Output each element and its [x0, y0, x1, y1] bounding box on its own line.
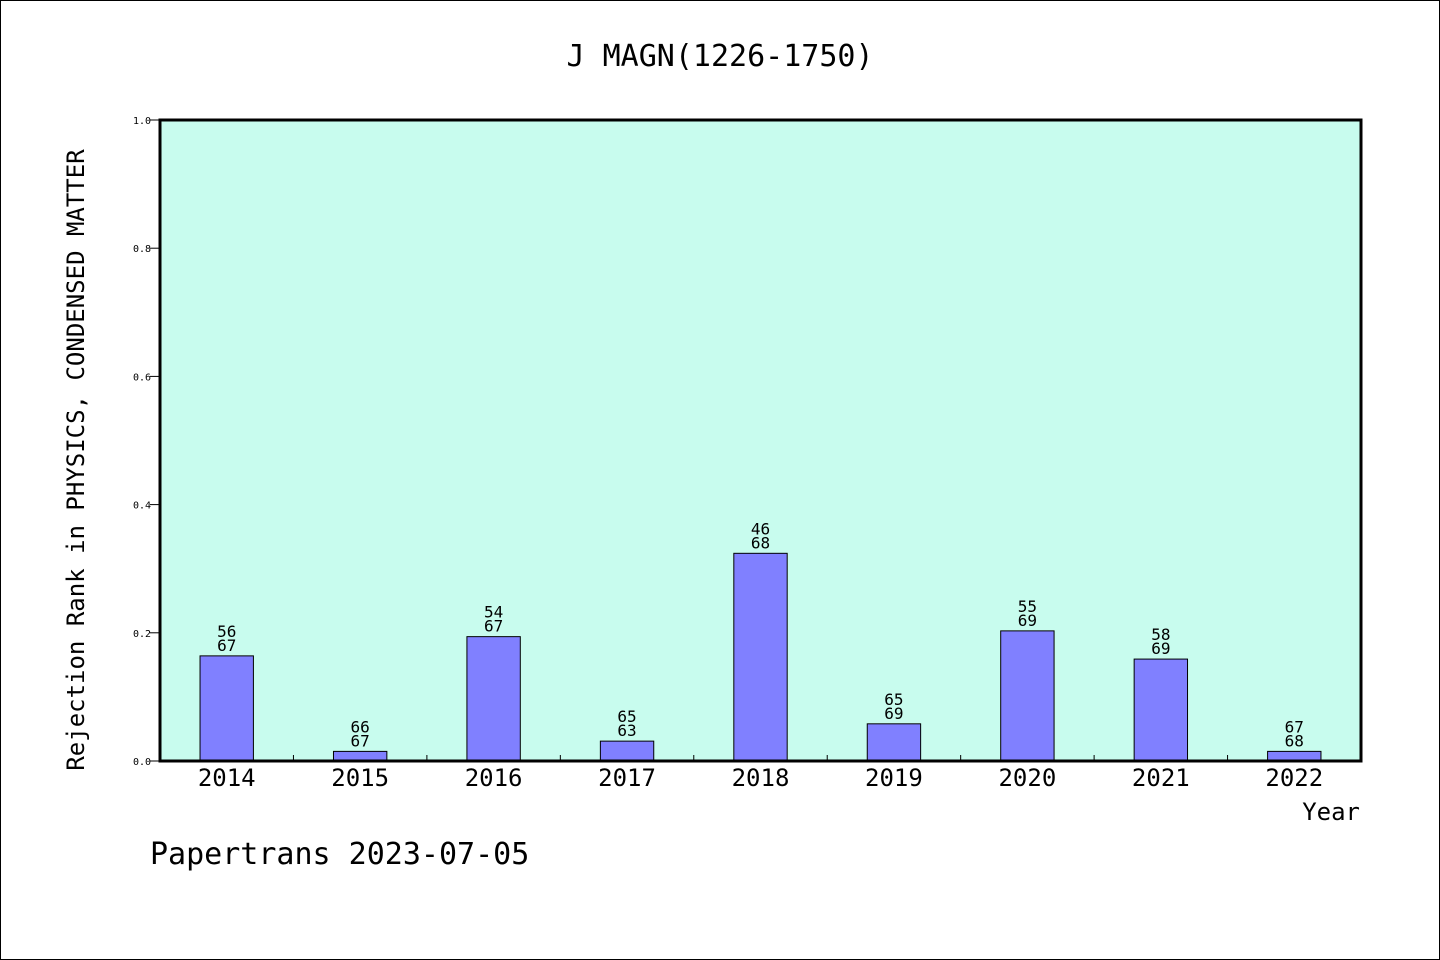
x-tick-label-2021: 2021 — [1132, 764, 1190, 792]
bar-label-top-2016: 54 — [484, 603, 503, 622]
bar-label-top-2017: 65 — [617, 707, 636, 726]
bar-label-bottom-2017: 63 — [617, 721, 636, 740]
y-axis-label: Rejection Rank in PHYSICS, CONDENSED MAT… — [62, 149, 90, 771]
bar-2014 — [199, 655, 254, 762]
bar-label-bottom-2019: 69 — [884, 704, 903, 723]
x-tick-label-2017: 2017 — [598, 764, 656, 792]
bar-label-top-2018: 46 — [751, 519, 770, 538]
bar-label-bottom-2014: 67 — [217, 636, 236, 655]
bar-label-bottom-2022: 68 — [1285, 731, 1304, 750]
y-tick-label-0.6: 0.6 — [133, 372, 151, 383]
y-tick-label-0.0: 0.0 — [133, 757, 151, 768]
bar-label-top-2014: 56 — [217, 622, 236, 641]
bar-label-bottom-2015: 67 — [351, 731, 370, 750]
bar-2017 — [599, 740, 655, 762]
plot-border — [158, 118, 1363, 763]
bar-label-top-2019: 65 — [884, 690, 903, 709]
bar-2018 — [733, 552, 788, 762]
x-tick-label-2014: 2014 — [198, 764, 256, 792]
x-axis-ticks: 2014 2015 2016 2017 2018 2019 2020 2021 2022 — [198, 755, 1323, 792]
y-tick-label-0.8: 0.8 — [133, 244, 151, 255]
x-tick-label-2016: 2016 — [465, 764, 523, 792]
chart-title: J MAGN(1226-1750) — [566, 39, 873, 74]
bar-label-bottom-2021: 69 — [1151, 639, 1170, 658]
bar-label-top-2022: 67 — [1285, 717, 1304, 736]
bar-2020 — [1000, 630, 1055, 762]
bar-label-bottom-2018: 68 — [751, 533, 770, 552]
y-tick-label-0.2: 0.2 — [133, 629, 151, 640]
bar-label-bottom-2020: 69 — [1018, 611, 1037, 630]
x-tick-label-2020: 2020 — [998, 764, 1056, 792]
bar-2021 — [1133, 658, 1189, 762]
y-tick-label-1.0: 1.0 — [133, 116, 151, 127]
bar-label-bottom-2016: 67 — [484, 617, 503, 636]
bar-2016 — [466, 636, 521, 762]
bar-label-top-2015: 66 — [351, 717, 370, 736]
x-tick-label-2018: 2018 — [732, 764, 790, 792]
y-tick-label-0.4: 0.4 — [133, 501, 151, 512]
x-tick-label-2015: 2015 — [331, 764, 389, 792]
x-axis-label: Year — [1302, 798, 1360, 826]
x-tick-label-2022: 2022 — [1265, 764, 1323, 792]
y-axis-ticks: 0.0 0.2 0.4 0.6 0.8 1.0 — [133, 116, 160, 768]
bar-2019 — [866, 723, 922, 762]
bar-label-top-2020: 55 — [1018, 597, 1037, 616]
x-tick-label-2019: 2019 — [865, 764, 923, 792]
footer-text: Papertrans 2023-07-05 — [150, 837, 529, 872]
bar-label-top-2021: 58 — [1151, 625, 1170, 644]
